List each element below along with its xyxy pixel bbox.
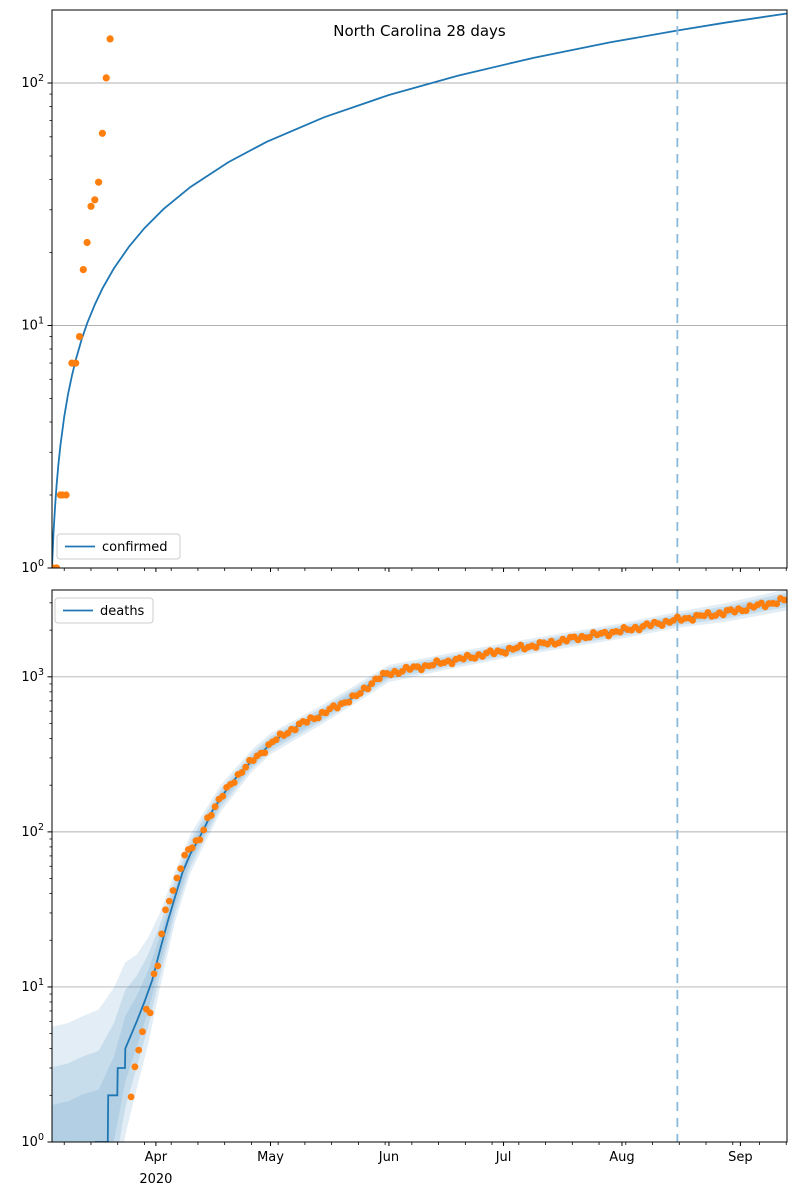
deaths-fit-line [94, 598, 787, 1142]
scatter-point [773, 600, 781, 608]
deaths-scatter [127, 595, 787, 1101]
y-tick-label: 100 [21, 1132, 44, 1150]
scatter-point [780, 596, 787, 604]
confirmed-fit-line [52, 12, 787, 568]
x-tick-label-month: Sep [728, 1150, 753, 1165]
scatter-point [448, 660, 456, 668]
scatter-point [314, 714, 322, 722]
scatter-point [169, 887, 177, 894]
legend-label-confirmed: confirmed [102, 540, 168, 555]
scatter-point [658, 622, 666, 629]
scatter-point [272, 736, 280, 744]
scatter-point [429, 661, 437, 669]
axes-panel-deaths: 100 101 102 103 Apr May Jun Jul Aug Sep [21, 589, 788, 1165]
scatter-point [79, 266, 87, 274]
y-tick-label: 101 [21, 315, 44, 333]
scatter-point [53, 564, 61, 568]
y-tick-label: 102 [21, 73, 44, 91]
scatter-point [719, 611, 727, 619]
scatter-point [532, 644, 540, 651]
scatter-point [238, 769, 246, 776]
legend-box [56, 533, 181, 560]
uncertainty-band-1 [52, 592, 787, 1142]
uncertainty-band-0 [52, 590, 787, 1142]
scatter-point [364, 685, 372, 693]
scatter-point [158, 930, 166, 938]
scatter-point [162, 906, 169, 914]
scatter-point [345, 698, 353, 706]
legend-box [54, 597, 154, 624]
scatter-point [91, 196, 99, 204]
scatter-point [502, 650, 509, 657]
scatter-point [334, 704, 341, 712]
scatter-point [368, 680, 376, 688]
y-tick-label: 101 [21, 977, 44, 995]
x-tick-label-month: May [257, 1150, 284, 1165]
scatter-point [106, 35, 114, 43]
scatter-point [72, 359, 80, 367]
scatter-point [150, 970, 158, 978]
scatter-point [165, 897, 173, 905]
scatter-point [211, 803, 219, 811]
x-tick-label-month: Jul [495, 1150, 512, 1165]
scatter-point [291, 726, 299, 734]
scatter-point [188, 844, 196, 852]
scatter-point [98, 129, 106, 137]
scatter-point [87, 202, 95, 210]
scatter-point [376, 675, 383, 683]
scatter-point [173, 874, 181, 882]
scatter-point [139, 1028, 146, 1036]
x-tick-label-month: Apr [145, 1150, 168, 1165]
scatter-point [303, 718, 311, 726]
scatter-point [230, 779, 238, 786]
scatter-point [616, 628, 624, 636]
scatter-point [181, 851, 189, 859]
confirmed-scatter [52, 35, 114, 568]
legend-label-deaths: deaths [100, 604, 145, 619]
scatter-point [135, 1046, 143, 1054]
scatter-point [154, 962, 162, 970]
scatter-point [586, 633, 593, 641]
scatter-point [102, 74, 110, 82]
y-tick-label: 103 [21, 667, 44, 685]
y-tick-label: 102 [21, 822, 44, 840]
y-tick-label: 100 [21, 558, 44, 576]
x-tick-label-month: Jun [378, 1150, 399, 1165]
legend-confirmed: confirmed [56, 533, 181, 560]
scatter-point [689, 617, 696, 624]
scatter-point [242, 763, 250, 771]
scatter-point [207, 811, 215, 819]
scatter-point [146, 1009, 154, 1017]
scatter-point [742, 607, 750, 614]
axes-spines [51, 9, 788, 569]
scatter-point [200, 826, 208, 834]
x-tick-label-month: Aug [609, 1150, 634, 1165]
axes-panel-confirmed: 100 101 102 [21, 9, 788, 576]
uncertainty-band-2 [52, 596, 787, 1142]
scatter-point [75, 333, 84, 341]
scatter-point [62, 491, 70, 499]
scatter-point [95, 178, 103, 186]
scatter-point [356, 690, 364, 697]
scatter-point [219, 792, 227, 800]
scatter-point [177, 865, 185, 872]
scatter-point [131, 1063, 139, 1071]
scatter-point [127, 1093, 135, 1101]
plot-layers: 100 101 102 100 101 102 103 Apr May Jun Jul Aug Sep [21, 9, 788, 1165]
legend-deaths: deaths [54, 597, 154, 624]
scatter-point [83, 238, 91, 247]
chart-title: North Carolina 28 days [333, 22, 506, 40]
x-axis-year-label: 2020 [139, 1172, 172, 1187]
scatter-point [196, 836, 204, 844]
scatter-point [261, 749, 269, 757]
scatter-point [249, 757, 257, 764]
